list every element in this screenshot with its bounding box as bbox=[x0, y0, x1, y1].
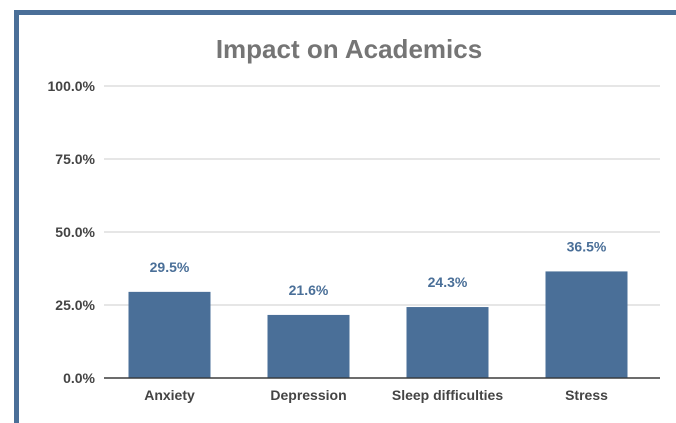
y-tick-label: 25.0% bbox=[55, 297, 95, 313]
x-tick-label: Depression bbox=[270, 387, 346, 403]
chart-title: Impact on Academics bbox=[216, 34, 482, 64]
x-tick-label: Anxiety bbox=[144, 387, 195, 403]
y-tick-label: 75.0% bbox=[55, 151, 95, 167]
bar-value-label: 29.5% bbox=[150, 259, 190, 275]
frame-top-border bbox=[14, 10, 676, 15]
y-tick-label: 100.0% bbox=[48, 78, 96, 94]
bar-value-label: 24.3% bbox=[428, 274, 468, 290]
y-tick-label: 0.0% bbox=[63, 370, 95, 386]
bar bbox=[545, 271, 628, 378]
label-layer: 0.0% 25.0% 50.0% 75.0% 100.0% 29.5% Anxiety 21.… bbox=[48, 78, 660, 403]
frame-left-border bbox=[14, 10, 19, 423]
bar-value-label: 36.5% bbox=[567, 238, 607, 254]
y-tick-label: 50.0% bbox=[55, 224, 95, 240]
bar bbox=[128, 291, 211, 378]
bar-value-label: 21.6% bbox=[289, 282, 329, 298]
x-tick-label: Stress bbox=[565, 387, 608, 403]
bar-layer bbox=[128, 271, 628, 378]
bar bbox=[267, 314, 350, 378]
x-tick-label: Sleep difficulties bbox=[392, 387, 503, 403]
bar bbox=[406, 307, 489, 378]
